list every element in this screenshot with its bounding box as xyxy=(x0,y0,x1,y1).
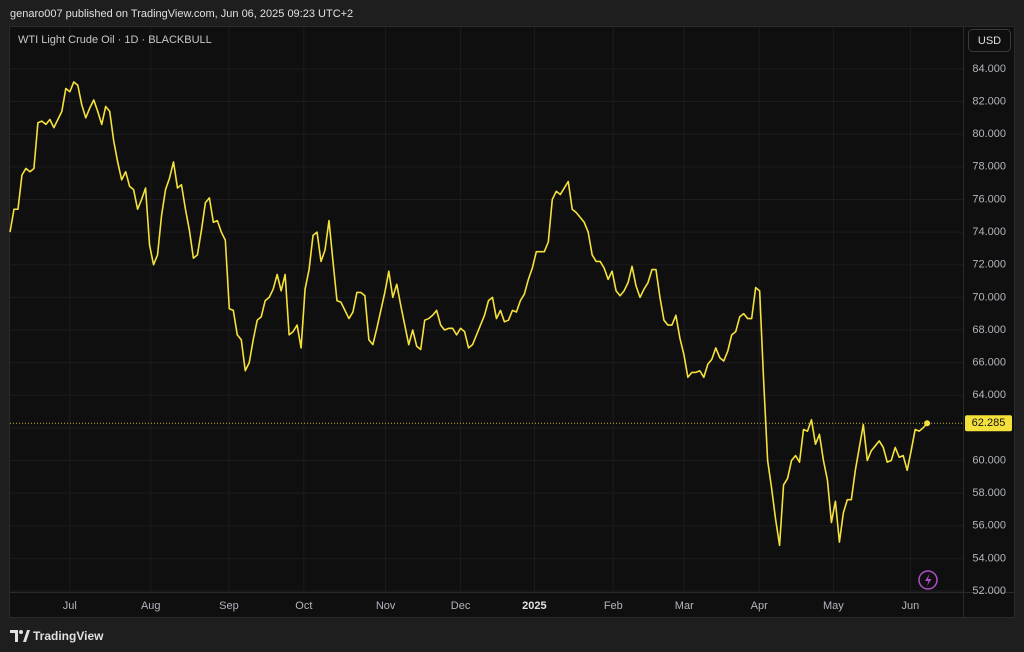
y-tick-label: 78.000 xyxy=(972,161,1006,173)
grid xyxy=(10,27,963,592)
x-tick-label: Jun xyxy=(901,600,919,612)
last-price-box xyxy=(965,415,1012,432)
logo-mark-b xyxy=(19,630,23,634)
x-tick-label: Feb xyxy=(604,600,623,612)
y-tick-label: 80.000 xyxy=(972,128,1006,140)
logo xyxy=(10,630,30,642)
publish-header: genaro007 published on TradingView.com, … xyxy=(10,8,353,20)
x-tick-label: Sep xyxy=(219,600,239,612)
y-tick-label: 74.000 xyxy=(972,226,1006,238)
alert-icon[interactable] xyxy=(918,570,938,590)
chart-panel xyxy=(9,26,1015,618)
y-tick-label: 82.000 xyxy=(972,95,1006,107)
y-tick-label: 70.000 xyxy=(972,291,1006,303)
currency-button[interactable] xyxy=(968,29,1011,52)
plot xyxy=(9,81,963,547)
alert-icon-bolt xyxy=(925,574,932,586)
y-tick-label: 64.000 xyxy=(972,389,1006,401)
x-tick-label: Jul xyxy=(63,600,77,612)
footer-brand: TradingView xyxy=(33,629,104,643)
y-tick-label: 68.000 xyxy=(972,324,1006,336)
chart-title: WTI Light Crude Oil · 1D · BLACKBULL xyxy=(18,34,212,46)
y-tick-label: 56.000 xyxy=(972,520,1006,532)
alert-icon-ring xyxy=(918,570,938,590)
y-tick-label: 72.000 xyxy=(972,259,1006,271)
x-tick-label: 2025 xyxy=(522,600,546,612)
x-tick-label: Nov xyxy=(376,600,396,612)
y-tick-label: 66.000 xyxy=(972,357,1006,369)
last-price-label: 62.285 xyxy=(972,417,1006,429)
x-tick-label: Oct xyxy=(295,600,312,612)
x-tick-label: Mar xyxy=(675,600,694,612)
x-tick-label: Apr xyxy=(751,600,768,612)
price-line xyxy=(9,81,928,547)
x-tick-label: Dec xyxy=(451,600,471,612)
y-tick-label: 52.000 xyxy=(972,585,1006,597)
y-tick-label: 54.000 xyxy=(972,552,1006,564)
x-tick-label: May xyxy=(823,600,844,612)
last-price-dot xyxy=(924,420,931,427)
logo-mark-c xyxy=(23,630,30,642)
y-tick-label: 76.000 xyxy=(972,193,1006,205)
axes: 52.00054.00056.00058.00060.00062.00064.0… xyxy=(63,63,1012,612)
x-tick-label: Aug xyxy=(141,600,161,612)
y-tick-label: 84.000 xyxy=(972,63,1006,75)
logo-mark-a xyxy=(10,630,18,642)
y-tick-label: 58.000 xyxy=(972,487,1006,499)
y-tick-label: 60.000 xyxy=(972,454,1006,466)
currency-label: USD xyxy=(978,35,1001,47)
